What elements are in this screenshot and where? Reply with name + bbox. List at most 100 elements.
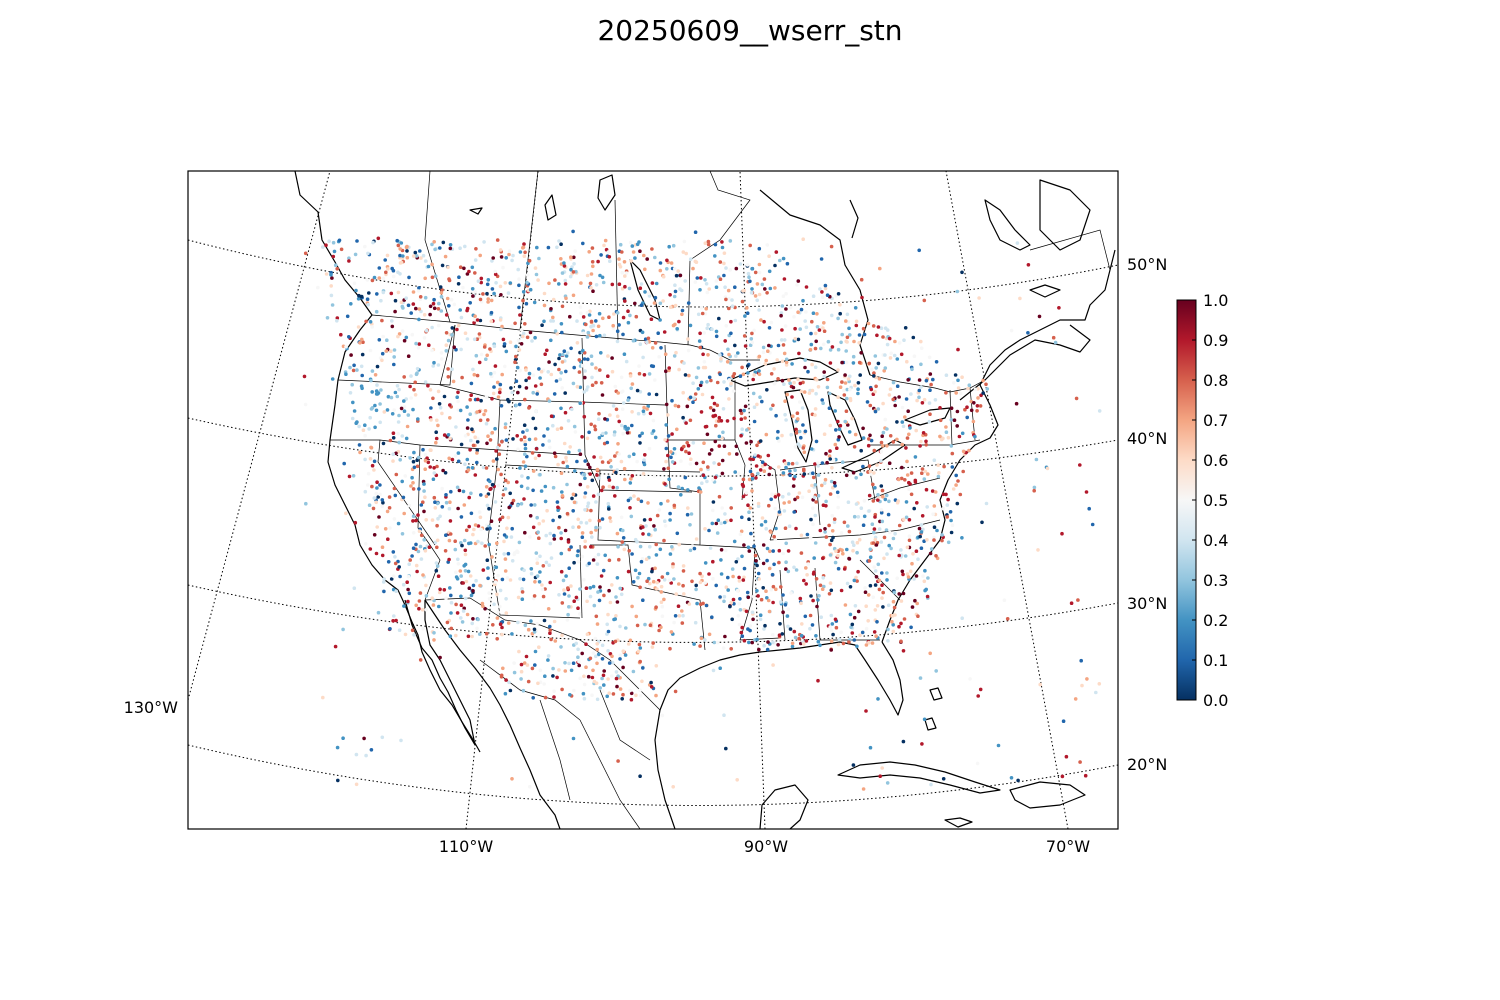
- station-marker: [491, 391, 496, 396]
- station-marker: [663, 524, 668, 528]
- station-marker: [546, 370, 550, 374]
- station-marker: [628, 481, 633, 485]
- station-marker: [623, 477, 627, 482]
- station-marker: [470, 466, 475, 470]
- station-marker: [598, 686, 602, 690]
- station-marker: [500, 625, 504, 630]
- station-marker: [428, 304, 433, 309]
- station-marker: [957, 434, 962, 439]
- station-marker: [831, 632, 835, 637]
- station-marker: [459, 594, 463, 599]
- station-marker: [877, 578, 882, 583]
- station-marker: [809, 594, 813, 598]
- station-marker: [356, 297, 361, 301]
- station-marker: [555, 500, 560, 504]
- station-marker: [940, 538, 944, 543]
- station-marker: [740, 482, 745, 487]
- station-marker: [576, 559, 581, 564]
- station-marker: [441, 468, 445, 473]
- station-marker: [418, 591, 423, 595]
- station-marker: [433, 540, 438, 545]
- station-marker: [560, 494, 565, 498]
- station-marker: [686, 301, 691, 305]
- station-marker: [672, 354, 677, 358]
- station-marker: [872, 471, 876, 475]
- station-marker: [811, 294, 816, 299]
- station-marker: [774, 587, 778, 592]
- station-marker: [347, 335, 351, 339]
- station-marker: [817, 594, 821, 598]
- station-marker: [449, 489, 453, 494]
- colorbar-tick-label: 0.2: [1203, 611, 1228, 630]
- station-marker: [765, 388, 769, 392]
- station-marker: [681, 583, 685, 588]
- station-marker: [741, 372, 746, 377]
- station-marker: [645, 340, 649, 345]
- station-marker: [792, 565, 796, 570]
- station-marker: [486, 418, 490, 422]
- station-marker: [931, 512, 935, 516]
- parallel-20n: [188, 744, 1118, 806]
- station-marker: [924, 378, 929, 383]
- station-marker: [757, 361, 761, 365]
- station-marker: [585, 632, 590, 637]
- station-marker: [650, 645, 655, 649]
- station-marker: [455, 485, 460, 490]
- station-marker: [372, 496, 377, 500]
- station-marker: [611, 692, 616, 696]
- station-marker: [622, 352, 627, 357]
- station-marker: [708, 406, 713, 410]
- station-marker: [497, 452, 502, 457]
- station-marker: [828, 449, 832, 453]
- station-marker: [810, 483, 814, 488]
- station-marker: [905, 359, 909, 364]
- station-marker: [401, 254, 405, 258]
- station-marker: [856, 387, 860, 392]
- station-marker: [928, 551, 933, 556]
- station-marker: [719, 572, 724, 576]
- station-marker: [720, 458, 725, 463]
- station-marker: [874, 634, 878, 638]
- station-marker: [575, 384, 580, 389]
- station-marker: [548, 624, 552, 629]
- station-marker: [411, 459, 416, 464]
- station-marker: [676, 485, 681, 489]
- station-marker: [485, 282, 490, 287]
- station-marker: [361, 340, 365, 345]
- station-marker: [424, 583, 428, 588]
- station-marker: [665, 267, 669, 271]
- station-marker: [777, 548, 782, 553]
- station-marker: [639, 282, 644, 286]
- station-marker: [375, 486, 379, 490]
- station-marker: [535, 622, 539, 626]
- station-marker: [578, 482, 583, 487]
- station-marker: [381, 500, 385, 505]
- station-marker: [811, 475, 816, 480]
- station-marker: [846, 524, 850, 528]
- station-marker: [448, 532, 453, 536]
- station-marker: [808, 536, 813, 540]
- station-marker: [873, 583, 878, 587]
- station-marker: [577, 370, 582, 374]
- station-marker: [592, 679, 597, 684]
- station-marker: [905, 436, 910, 440]
- station-marker: [639, 499, 644, 504]
- station-marker: [836, 316, 840, 321]
- station-marker: [435, 523, 439, 528]
- station-marker: [638, 774, 642, 778]
- station-marker: [650, 346, 655, 350]
- station-marker: [528, 330, 533, 335]
- station-marker: [802, 467, 806, 472]
- station-marker: [393, 298, 398, 303]
- station-marker: [867, 559, 872, 563]
- station-marker: [614, 614, 618, 618]
- station-marker: [495, 445, 500, 450]
- station-marker: [766, 349, 770, 354]
- station-marker: [838, 311, 842, 316]
- station-marker: [871, 541, 876, 545]
- station-marker: [564, 459, 569, 463]
- station-marker: [366, 471, 371, 476]
- station-marker: [1080, 683, 1084, 688]
- station-marker: [587, 313, 592, 317]
- station-marker: [793, 445, 798, 449]
